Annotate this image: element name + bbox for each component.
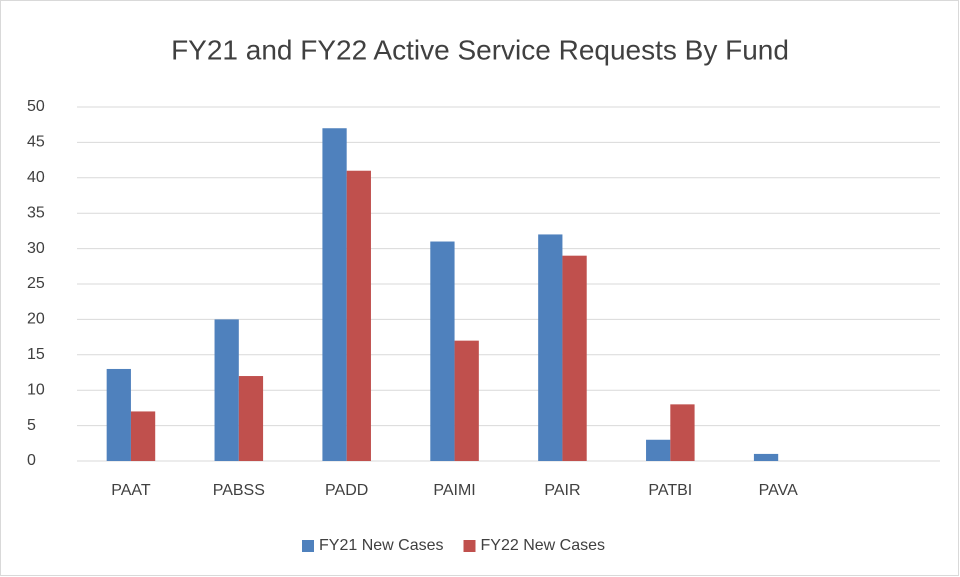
x-tick-label: PADD [325, 482, 368, 499]
y-tick-label: 20 [27, 311, 45, 328]
bar [322, 128, 347, 462]
x-tick-label: PAIR [544, 482, 580, 499]
legend-label: FY21 New Cases [319, 537, 444, 554]
y-tick-label: 5 [27, 417, 36, 434]
x-tick-label: PAVA [759, 482, 798, 499]
bar [538, 234, 563, 461]
y-tick-label: 0 [27, 452, 36, 469]
bar [670, 404, 695, 461]
bar [454, 340, 479, 461]
bar [562, 255, 587, 461]
bar [430, 241, 455, 461]
y-tick-label: 40 [27, 169, 45, 186]
bar [646, 439, 671, 461]
bar [753, 453, 779, 461]
chart-title: FY21 and FY22 Active Service Requests By… [171, 34, 789, 65]
bar [238, 376, 264, 461]
legend-swatch [302, 540, 314, 552]
bar [106, 368, 131, 461]
bar [346, 170, 371, 461]
x-tick-label: PABSS [213, 482, 265, 499]
y-tick-label: 15 [27, 346, 45, 363]
x-tick-label: PAIMI [433, 482, 475, 499]
y-tick-label: 35 [27, 204, 45, 221]
y-tick-label: 50 [27, 98, 45, 115]
x-tick-label: PATBI [648, 482, 692, 499]
y-tick-label: 10 [27, 381, 45, 398]
y-tick-label: 45 [27, 134, 45, 151]
bar [130, 411, 156, 461]
legend-label: FY22 New Cases [481, 537, 606, 554]
y-tick-label: 30 [27, 240, 45, 257]
bar [214, 319, 239, 461]
y-tick-label: 25 [27, 275, 45, 292]
x-tick-label: PAAT [111, 482, 151, 499]
legend-swatch [463, 540, 476, 552]
